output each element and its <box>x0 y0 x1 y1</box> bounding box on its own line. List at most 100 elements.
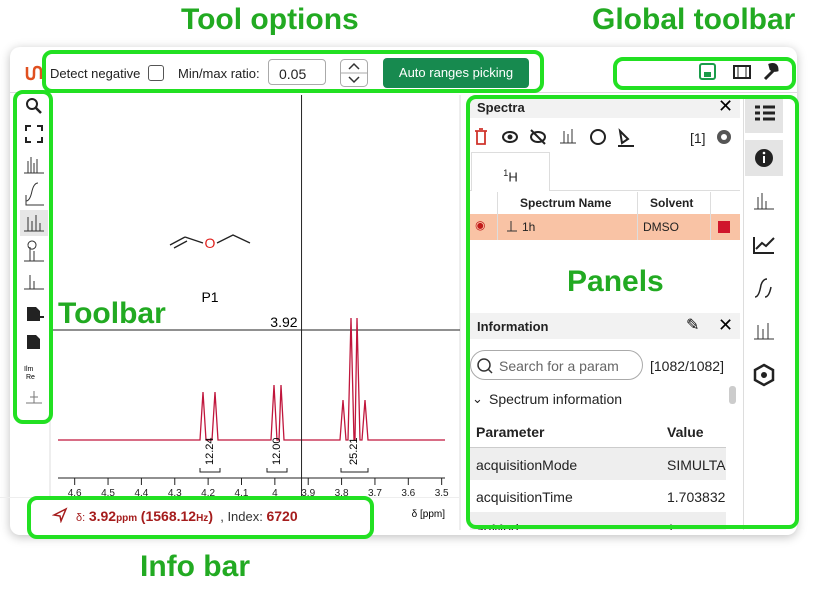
delta-label: δ: <box>76 512 86 524</box>
integral-label: 25.21 <box>348 437 360 465</box>
shape <box>560 129 576 144</box>
hz-value: (1568.12 <box>140 508 197 524</box>
ppm-unit: ppm <box>116 513 138 524</box>
shape <box>590 129 606 145</box>
row-spectrum-icon <box>507 221 517 232</box>
information-header <box>470 313 740 339</box>
shape <box>26 391 42 404</box>
shape <box>507 134 513 140</box>
annotation-label: Toolbar <box>58 297 166 330</box>
th-value: Value <box>667 424 704 440</box>
shape <box>199 468 369 473</box>
th-parameter: Parameter <box>476 424 545 440</box>
x-axis-label: δ [ppm] <box>412 509 446 520</box>
shape <box>753 237 775 254</box>
detect-negative-label: Detect negative <box>50 66 141 81</box>
hz-unit: Hz <box>196 513 209 524</box>
x-tick-label: 3.7 <box>368 488 382 499</box>
col-line <box>497 192 498 240</box>
ratio-input[interactable]: 0.05 <box>268 59 326 85</box>
shape: Re <box>26 374 35 381</box>
close-button[interactable]: ✕ <box>718 315 734 335</box>
spectra-header <box>470 96 740 118</box>
shape <box>502 131 518 143</box>
search-icon <box>477 358 493 374</box>
annotation-box <box>42 50 544 93</box>
information-title: Information <box>477 319 549 334</box>
x-tick-label: 3.8 <box>335 488 349 499</box>
index-label: , Index: <box>220 509 263 524</box>
index-value: 6720 <box>266 508 298 524</box>
shape <box>704 72 711 77</box>
spinner[interactable] <box>340 59 368 87</box>
chevron[interactable]: ⌄ <box>472 391 483 406</box>
x-tick-label: 4.4 <box>134 488 148 499</box>
shape <box>26 98 38 110</box>
edit-button[interactable]: ✎ <box>686 317 700 334</box>
row-color[interactable] <box>718 221 730 233</box>
shape <box>25 65 43 81</box>
crosshair-label: 3.92 <box>270 314 297 330</box>
global-icons <box>699 63 779 81</box>
hz-close: ) <box>208 508 213 524</box>
shape <box>753 363 775 387</box>
shape <box>20 210 48 236</box>
row-eye[interactable]: ◉ <box>475 218 486 232</box>
tab-mass: 1 <box>503 168 509 178</box>
section-title: Spectrum information <box>489 391 623 407</box>
param-name: acquisitionMode <box>476 457 578 473</box>
x-tick-label: 3.6 <box>401 488 415 499</box>
spectra-title: Spectra <box>477 100 525 115</box>
tab-nucleus: H <box>508 169 518 185</box>
checkbox[interactable] <box>148 65 164 81</box>
shape <box>24 215 44 232</box>
integral-label: 12.00 <box>271 437 283 465</box>
shape <box>58 317 445 441</box>
x-tick-label: 3.5 <box>435 488 449 499</box>
divider <box>743 95 744 530</box>
integral-label: 12.24 <box>204 437 216 465</box>
col-line <box>637 192 638 240</box>
shape <box>530 129 546 145</box>
shape <box>475 128 487 145</box>
auto-ranges-button[interactable]: Auto ranges picking <box>383 58 529 88</box>
shape <box>530 131 546 143</box>
shape <box>348 62 360 84</box>
molecule-label: P1 <box>201 289 218 305</box>
search-box[interactable] <box>470 350 643 380</box>
shape <box>699 63 716 80</box>
th-name: Spectrum Name <box>520 196 612 210</box>
shape <box>24 240 44 262</box>
molecule-atom: O <box>205 235 216 251</box>
tab-1h[interactable]: 1H <box>471 152 550 191</box>
x-tick-label: 4.6 <box>68 488 82 499</box>
info-bar-text: δ: 3.92ppm (1568.12Hz) , Index: 6720 <box>76 508 298 524</box>
spectrum-row[interactable] <box>470 214 740 240</box>
panel-tab-active[interactable] <box>745 97 783 133</box>
info-count: [1082/1082] <box>650 358 724 374</box>
annotation-box <box>13 90 53 424</box>
annotation-box <box>27 496 374 539</box>
info-table-header <box>470 415 726 448</box>
shape <box>733 65 751 79</box>
shape <box>24 157 44 174</box>
x-tick-label: 3.9 <box>301 488 315 499</box>
shape <box>755 105 775 121</box>
x-tick-label: 4.1 <box>235 488 249 499</box>
shape <box>25 125 43 143</box>
annotation-label: Global toolbar <box>592 3 796 36</box>
shape <box>721 134 727 140</box>
shape <box>763 63 779 81</box>
search-placeholder: Search for a param <box>499 358 619 374</box>
close-button[interactable]: ✕ <box>718 96 734 116</box>
cursor-icon <box>52 507 68 523</box>
param-name: acquisitionTime <box>476 489 573 505</box>
row-name: 1h <box>522 220 536 234</box>
th-solvent: Solvent <box>650 196 694 210</box>
annotation-label: Tool options <box>181 3 359 36</box>
shape <box>487 368 493 374</box>
scrollbar[interactable] <box>729 386 736 404</box>
shape <box>477 358 491 372</box>
panel-icons <box>753 105 775 387</box>
